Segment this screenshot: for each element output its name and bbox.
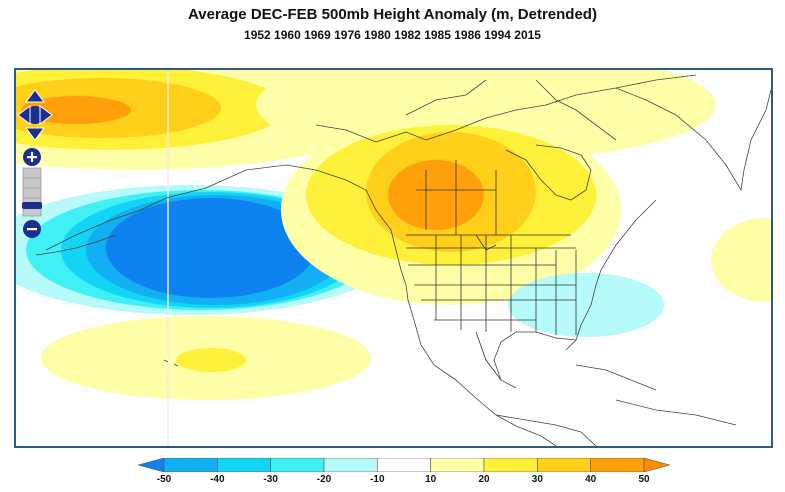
legend-tick-label: 20 bbox=[478, 474, 490, 485]
legend-tick-label: -20 bbox=[316, 474, 332, 485]
map-subtitle: 1952 1960 1969 1976 1980 1982 1985 1986 … bbox=[244, 28, 541, 42]
legend-tick-label: -10 bbox=[370, 474, 385, 485]
legend-tick-label: 30 bbox=[531, 474, 543, 485]
legend-cell bbox=[590, 458, 645, 472]
legend-cell bbox=[377, 458, 431, 472]
political-borders bbox=[406, 160, 577, 381]
legend-cell bbox=[270, 458, 325, 472]
pan-right-icon[interactable] bbox=[39, 105, 53, 125]
legend-tick-label: 10 bbox=[425, 474, 437, 485]
zoom-control[interactable] bbox=[21, 148, 43, 240]
zoom-slider-handle[interactable] bbox=[22, 202, 42, 209]
legend-arrow-low bbox=[138, 458, 165, 472]
color-legend bbox=[138, 458, 670, 472]
zoom-out-button[interactable] bbox=[23, 220, 41, 238]
anomaly-map bbox=[16, 70, 771, 446]
legend-arrow-high bbox=[643, 458, 670, 472]
legend-cell bbox=[430, 458, 485, 472]
legend-tick-label: -40 bbox=[210, 474, 225, 485]
legend-tick-labels: -50 -40 -30 -20 -10 10 20 30 40 50 bbox=[0, 474, 785, 488]
legend-tick-label: -50 bbox=[156, 474, 172, 485]
map-canvas[interactable] bbox=[14, 68, 773, 448]
pan-up-icon[interactable] bbox=[25, 89, 45, 103]
positive-anomaly-subtropical-pacific bbox=[41, 316, 371, 400]
pan-control[interactable] bbox=[16, 88, 54, 142]
pan-down-icon[interactable] bbox=[25, 127, 45, 141]
legend-cell bbox=[483, 458, 538, 472]
legend-cell bbox=[217, 458, 271, 472]
legend-cell bbox=[163, 458, 218, 472]
pan-left-icon[interactable] bbox=[17, 105, 31, 125]
zoom-in-button[interactable] bbox=[23, 148, 41, 166]
legend-cell bbox=[537, 458, 591, 472]
legend-cell bbox=[323, 458, 378, 472]
coastlines bbox=[35, 74, 771, 446]
map-title: Average DEC-FEB 500mb Height Anomaly (m,… bbox=[188, 6, 597, 23]
negative-anomaly-southeast-us bbox=[508, 273, 664, 337]
positive-anomaly-canada bbox=[281, 115, 621, 305]
legend-tick-label: 40 bbox=[585, 474, 597, 485]
positive-anomaly-atlantic bbox=[711, 218, 771, 302]
legend-tick-label: 50 bbox=[638, 474, 650, 485]
legend-tick-label: -30 bbox=[263, 474, 278, 485]
